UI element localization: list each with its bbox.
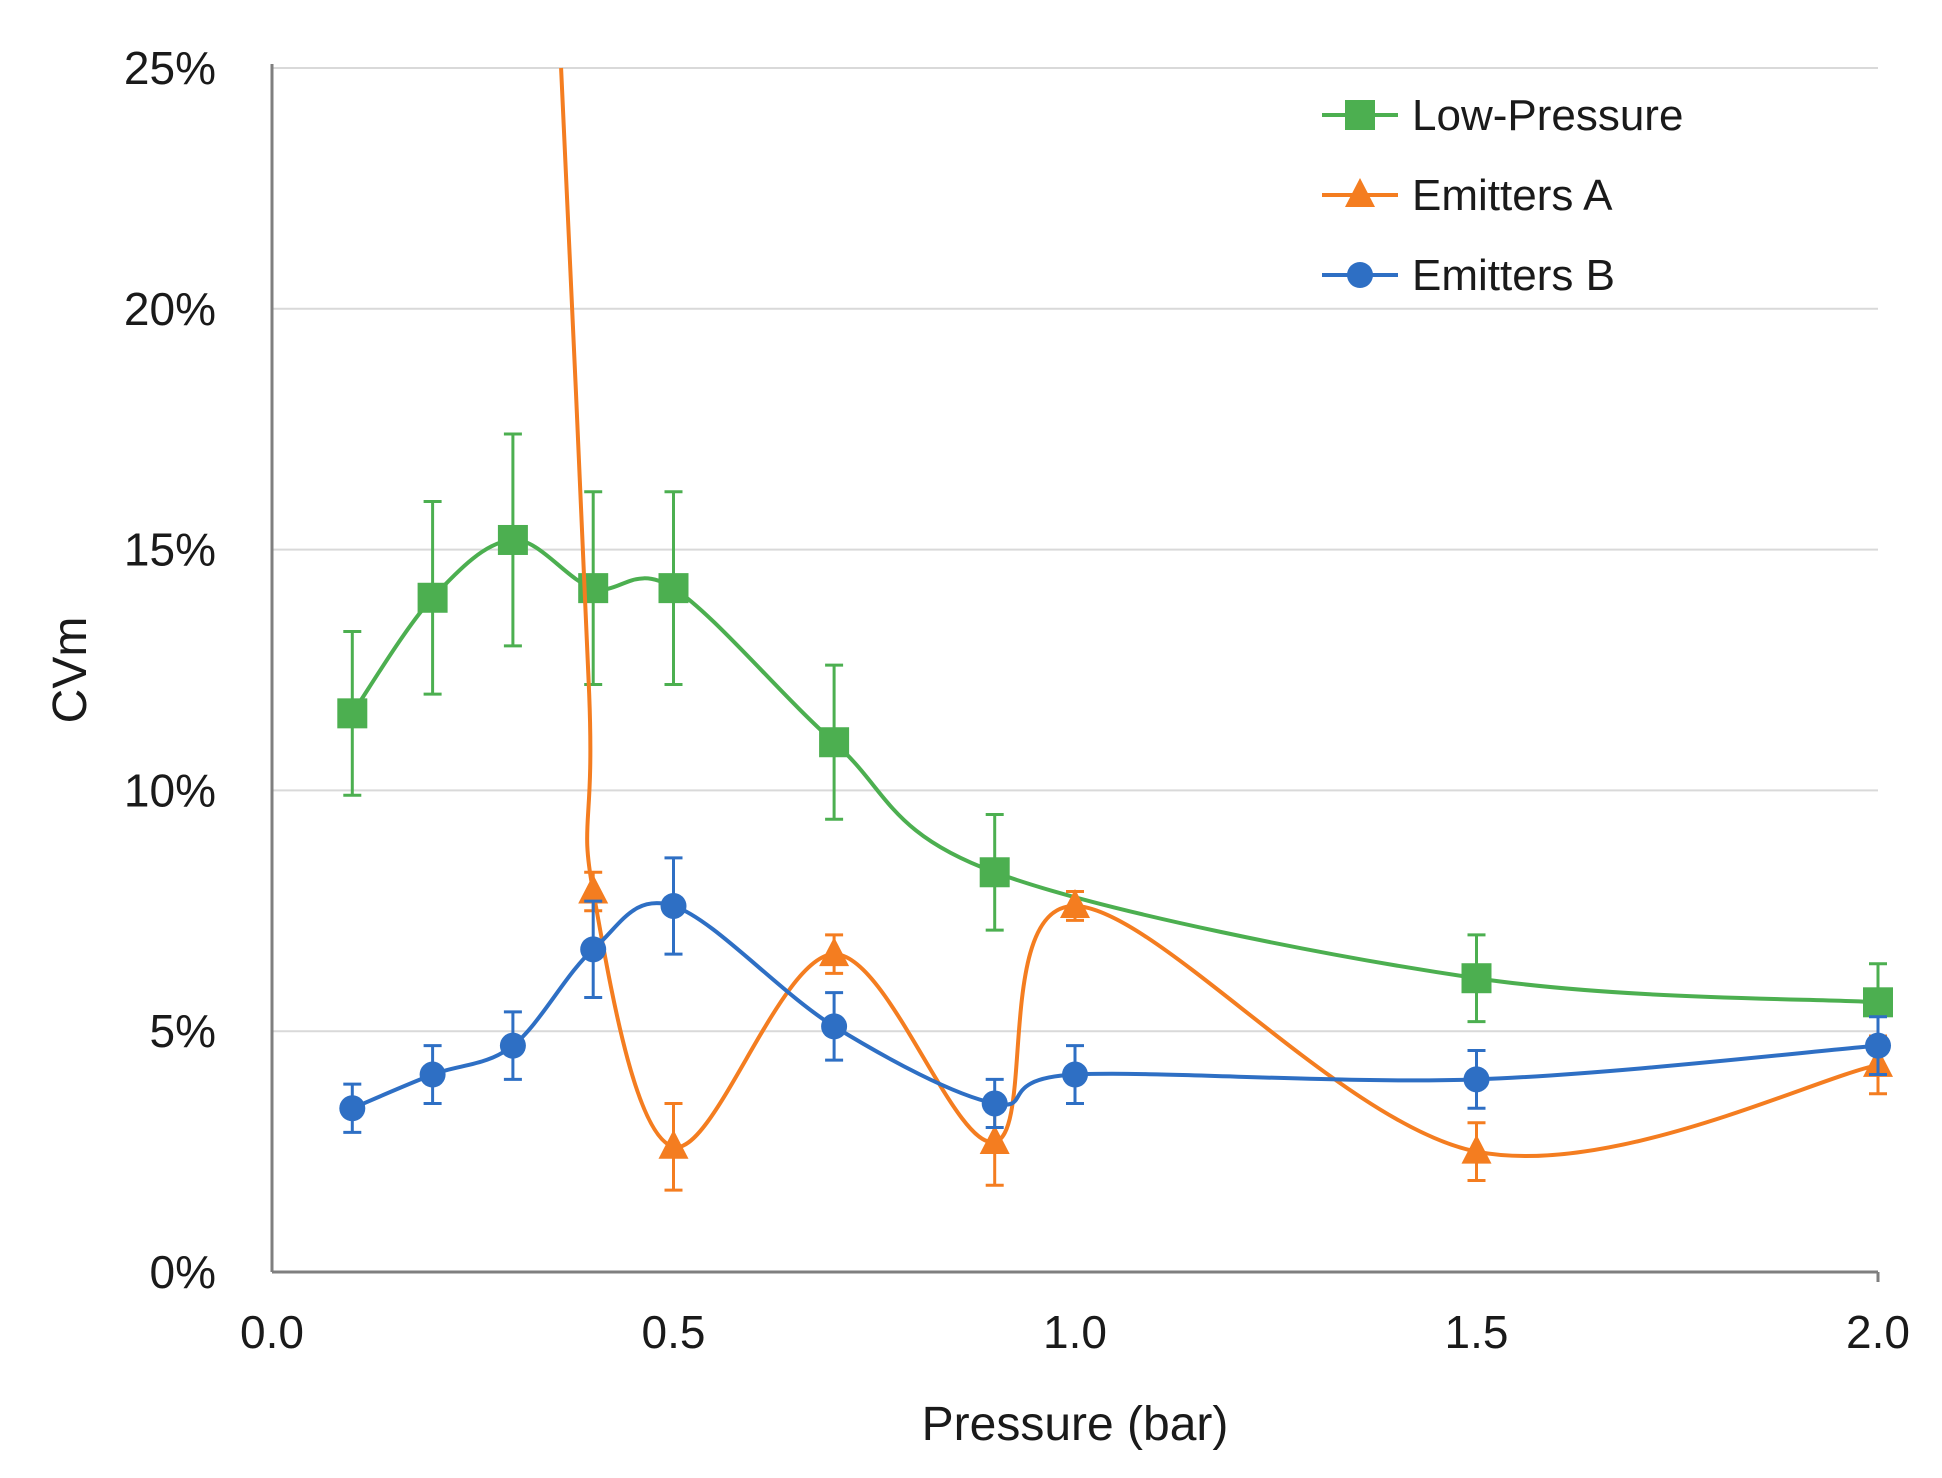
x-tick-label: 1.0 [1043,1306,1107,1358]
data-point [1461,963,1492,994]
x-tick-label: 0.0 [240,1306,304,1358]
data-point [419,1061,446,1088]
legend-marker-triangle [1345,178,1375,207]
data-point [979,1124,1010,1154]
data-point [819,727,850,758]
y-tick-label: 20% [124,283,216,335]
data-point [981,1090,1008,1117]
series-line [351,901,1879,1111]
x-axis-title: Pressure (bar) [922,1398,1229,1451]
data-point [1062,1061,1088,1088]
series-emitters-a [559,67,1893,1192]
legend-marker-square [1345,100,1375,130]
data-point [337,698,368,729]
data-point [580,936,607,963]
y-tick-label: 5% [150,1005,216,1057]
data-point [578,874,609,904]
data-point [1060,888,1090,918]
tick-labels: 0% 5% 10% 15% 20% 25% 0.0 0.5 1.0 1.5 2.0 [124,42,1910,1358]
legend-label: Low-Pressure [1412,91,1683,140]
data-point [819,937,850,967]
series-line [350,537,1879,1005]
data-point [658,1129,689,1159]
data-point [339,1095,366,1122]
data-point [1863,987,1893,1018]
x-tick-label: 2.0 [1846,1306,1910,1358]
y-tick-label: 25% [124,42,216,94]
series-emitters-b [339,856,1891,1134]
y-axis-title: CVm [44,617,97,724]
data-point [660,892,687,919]
y-tick-label: 15% [124,524,216,576]
legend-marker-circle [1347,262,1373,288]
axes [270,64,1880,1282]
data-point [417,582,448,613]
data-point [658,573,689,604]
legend-label: Emitters B [1412,251,1615,300]
data-point [499,1032,526,1059]
data-point [821,1013,848,1040]
series-line [559,67,1879,1158]
data-point [1865,1032,1891,1059]
x-tick-label: 1.5 [1445,1306,1509,1358]
data-point [497,524,528,555]
y-tick-label: 0% [150,1246,216,1298]
data-point [979,857,1010,888]
data-point [1463,1066,1490,1093]
x-tick-label: 0.5 [642,1306,706,1358]
series-low-pressure [337,432,1893,1043]
legend-label: Emitters A [1412,171,1613,220]
plot-series [337,67,1893,1192]
data-point [1461,1134,1492,1164]
legend: Low-Pressure Emitters A Emitters B [1322,91,1683,300]
y-tick-label: 10% [124,764,216,816]
